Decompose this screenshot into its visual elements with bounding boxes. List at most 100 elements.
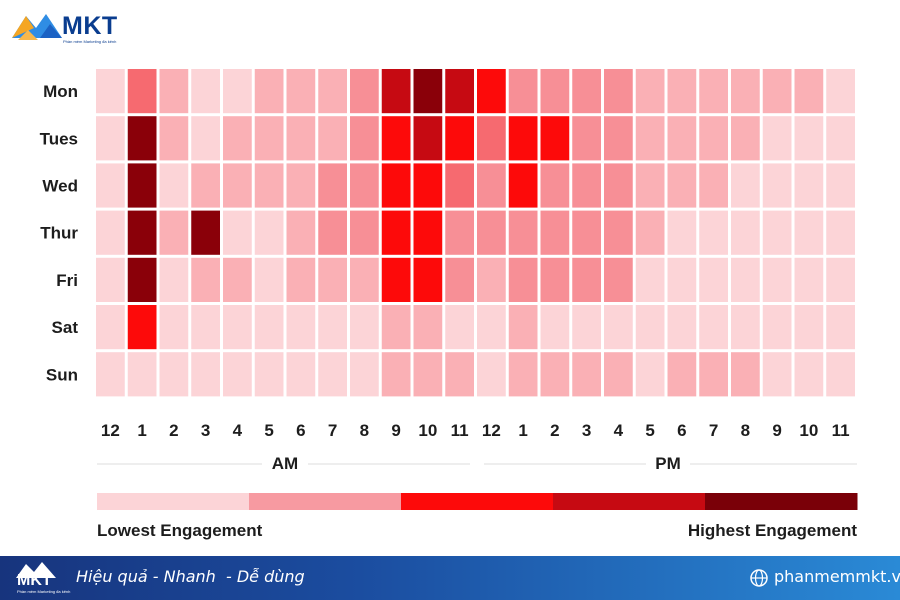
heatmap-cell xyxy=(381,69,411,114)
heatmap-cell xyxy=(794,352,824,397)
heatmap-cell xyxy=(731,69,760,114)
hour-label: 12 xyxy=(482,421,501,440)
heatmap-cell xyxy=(254,352,284,397)
heatmap-cell xyxy=(254,116,284,161)
heatmap-cell xyxy=(572,352,601,397)
heatmap-cell xyxy=(223,210,252,255)
heatmap-cell xyxy=(191,116,220,161)
hour-label: 4 xyxy=(614,421,624,440)
heatmap-cell xyxy=(477,257,506,302)
heatmap-cell xyxy=(127,210,157,255)
hour-label: 9 xyxy=(391,421,400,440)
heatmap-cell xyxy=(223,352,252,397)
heatmap-cell xyxy=(826,305,855,350)
heatmap-cell xyxy=(381,352,411,397)
heatmap-cell xyxy=(318,257,347,302)
hour-label: 2 xyxy=(550,421,559,440)
heatmap-cell xyxy=(635,163,665,208)
heatmap-cell xyxy=(254,257,284,302)
heatmap-cell xyxy=(350,69,379,114)
heatmap-cell xyxy=(254,210,284,255)
heatmap-cell xyxy=(286,116,316,161)
heatmap-cell xyxy=(731,305,760,350)
heatmap-cell xyxy=(318,69,347,114)
heatmap-cell xyxy=(604,163,633,208)
heatmap-cell xyxy=(381,116,411,161)
heatmap-cell xyxy=(318,163,347,208)
heatmap-cell xyxy=(127,163,157,208)
heatmap-cell xyxy=(540,69,570,114)
heatmap-cell xyxy=(286,163,316,208)
day-label: Sun xyxy=(46,365,78,384)
heatmap-cell xyxy=(667,163,697,208)
heatmap-cell xyxy=(604,305,633,350)
heatmap-cell xyxy=(445,116,474,161)
heatmap-cell xyxy=(508,305,538,350)
heatmap-cell xyxy=(826,257,855,302)
heatmap-cell xyxy=(159,69,189,114)
heatmap-cell xyxy=(191,257,220,302)
heatmap-cell xyxy=(572,257,601,302)
heatmap-cell xyxy=(96,305,125,350)
day-label: Thur xyxy=(40,224,78,243)
heatmap-cell xyxy=(191,69,220,114)
heatmap-cell xyxy=(191,352,220,397)
heatmap-cell xyxy=(127,116,157,161)
heatmap-cell xyxy=(794,163,824,208)
heatmap-cell xyxy=(540,210,570,255)
heatmap-cell xyxy=(96,116,125,161)
heatmap-cell xyxy=(159,352,189,397)
heatmap-cell xyxy=(731,116,760,161)
heatmap-cell xyxy=(445,257,474,302)
day-label: Tues xyxy=(40,129,78,148)
heatmap-cell xyxy=(699,163,728,208)
heatmap-cell xyxy=(604,257,633,302)
heatmap-cell xyxy=(413,352,443,397)
heatmap-cell xyxy=(223,69,252,114)
heatmap-cell xyxy=(667,210,697,255)
heatmap-cell xyxy=(635,352,665,397)
hour-label: 11 xyxy=(451,421,469,440)
legend-swatch xyxy=(401,493,554,510)
hour-label: 1 xyxy=(137,421,146,440)
heatmap-cell xyxy=(762,257,792,302)
heatmap-cell xyxy=(667,69,697,114)
heatmap-cell xyxy=(96,69,125,114)
heatmap-cell xyxy=(445,69,474,114)
heatmap-cell xyxy=(731,163,760,208)
heatmap-cell xyxy=(191,163,220,208)
hour-label: 7 xyxy=(328,421,337,440)
am-label: AM xyxy=(272,454,298,473)
heatmap-cell xyxy=(127,305,157,350)
heatmap-cell xyxy=(572,305,601,350)
legend-swatch xyxy=(249,493,402,510)
heatmap-cell xyxy=(826,116,855,161)
heatmap-cell xyxy=(477,116,506,161)
hour-labels: 12 1 2 3 4 5 6 7 8 9 10 11 12 1 2 3 4 5 6 7 8 9 10 11 xyxy=(101,421,850,440)
heatmap-cell xyxy=(794,69,824,114)
hour-label: 6 xyxy=(677,421,686,440)
heatmap-cell xyxy=(635,210,665,255)
heatmap-cell xyxy=(794,116,824,161)
heatmap-cell xyxy=(604,69,633,114)
heatmap-cell xyxy=(413,163,443,208)
heatmap-cell xyxy=(445,352,474,397)
hour-label: 2 xyxy=(169,421,178,440)
footer-logo-subtitle: Phần mềm Marketing đa kênh xyxy=(17,589,71,594)
heatmap-cell xyxy=(699,305,728,350)
heatmap-cell xyxy=(699,257,728,302)
hour-label: 12 xyxy=(101,421,120,440)
hour-label: 1 xyxy=(518,421,527,440)
hour-label: 9 xyxy=(772,421,781,440)
heatmap-cell xyxy=(572,210,601,255)
website-link[interactable]: phanmemmkt.vn xyxy=(774,567,900,586)
heatmap-cell xyxy=(762,163,792,208)
heatmap-cell xyxy=(794,210,824,255)
heatmap-cell xyxy=(350,257,379,302)
hour-label: 5 xyxy=(264,421,273,440)
heatmap-cell xyxy=(318,305,347,350)
heatmap-cell xyxy=(96,210,125,255)
legend-high-label: Highest Engagement xyxy=(688,521,857,540)
day-labels: Mon Tues Wed Thur Fri Sat Sun xyxy=(40,82,79,384)
